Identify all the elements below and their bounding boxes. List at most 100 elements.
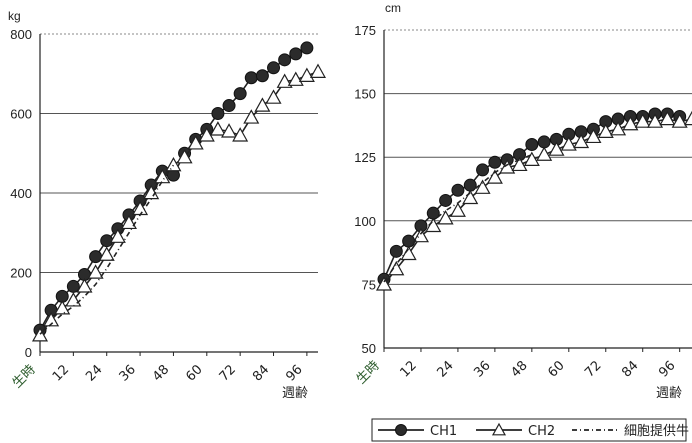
data-point-CH2 <box>154 168 171 184</box>
data-point-CH1 <box>389 244 403 258</box>
chart-panel-1: 0 200 400 600 800 kg 生時 12 24 36 48 60 72 84 96 週齢 <box>8 9 327 401</box>
x-tick-label: 12 <box>50 362 72 384</box>
data-point-CH2 <box>221 123 238 138</box>
data-point-CH1 <box>451 183 465 197</box>
data-point-CH2 <box>622 115 639 131</box>
data-point-CH2 <box>31 327 49 342</box>
data-point-CH1 <box>244 71 258 85</box>
legend-label: CH1 <box>430 424 457 439</box>
data-point-CH1 <box>402 234 416 248</box>
data-point-CH2 <box>120 214 137 230</box>
series-line-細胞提供牛 <box>39 164 175 335</box>
data-point-CH2 <box>232 127 249 142</box>
data-point-CH2 <box>548 141 565 156</box>
data-point-CH1 <box>300 41 314 55</box>
x-tick-label: 48 <box>508 358 530 380</box>
x-tick-label: 72 <box>217 362 239 384</box>
data-point-CH2 <box>43 311 60 327</box>
data-point-CH2 <box>243 109 260 124</box>
x-tick-label: 48 <box>150 362 172 384</box>
y-unit-label: cm <box>385 1 401 15</box>
x-tick-label: 60 <box>545 358 567 380</box>
y-unit-label: kg <box>8 9 21 23</box>
chart-panel-2: 50 75 100 125 150 175 cm 生時 12 24 36 48 60 72 84 96 週齢 <box>354 1 692 401</box>
data-point-CH2 <box>54 300 71 315</box>
y-tick-label: 75 <box>362 277 376 292</box>
data-point-CH2 <box>276 73 293 88</box>
data-point-CH2 <box>87 264 104 279</box>
data-point-CH2 <box>375 276 393 291</box>
y-tick-label: 400 <box>10 186 32 201</box>
legend-marker-CH1 <box>395 424 407 436</box>
data-point-CH1 <box>463 178 477 192</box>
y-tick-label: 50 <box>362 341 376 356</box>
data-point-CH1 <box>66 279 80 293</box>
data-point-CH2 <box>647 113 664 128</box>
data-point-CH2 <box>671 113 688 128</box>
legend-label: CH2 <box>528 424 555 439</box>
data-point-CH1 <box>278 53 292 67</box>
x-tick-label: 84 <box>619 358 641 380</box>
y-tick-label: 0 <box>25 345 32 360</box>
data-point-CH1 <box>100 234 114 248</box>
data-point-CH1 <box>476 163 490 177</box>
data-point-CH2 <box>109 228 126 243</box>
y-tick-label: 150 <box>354 87 376 102</box>
data-point-CH2 <box>254 97 271 112</box>
data-point-CH2 <box>610 120 627 136</box>
data-point-CH2 <box>511 156 528 172</box>
data-point-CH2 <box>165 156 182 172</box>
data-point-CH1 <box>289 47 303 61</box>
x-tick-label: 生時 <box>10 362 39 391</box>
data-point-CH2 <box>298 67 315 82</box>
x-axis-title: 週齢 <box>656 386 682 401</box>
legend-box <box>371 418 687 442</box>
y-tick-label: 125 <box>354 150 376 165</box>
data-point-CH1 <box>222 99 236 113</box>
data-point-CH2 <box>437 210 454 225</box>
data-point-CH2 <box>573 133 590 149</box>
data-point-CH2 <box>683 110 692 126</box>
x-tick-label: 72 <box>582 358 604 380</box>
data-point-CH2 <box>536 146 553 161</box>
x-tick-label: 84 <box>250 362 272 384</box>
data-point-CH2 <box>309 63 327 78</box>
x-tick-label: 24 <box>83 362 105 384</box>
data-point-CH2 <box>187 135 204 150</box>
legend-label: 細胞提供牛 <box>624 423 689 439</box>
data-point-CH2 <box>585 128 602 144</box>
x-tick-label: 生時 <box>354 358 383 387</box>
x-tick-label: 96 <box>656 358 678 380</box>
data-point-CH2 <box>560 136 577 151</box>
data-point-CH2 <box>462 189 479 205</box>
x-tick-label: 36 <box>117 362 139 384</box>
data-point-CH2 <box>176 148 193 164</box>
data-point-CH2 <box>265 89 282 104</box>
x-tick-label: 96 <box>283 362 305 384</box>
data-point-CH1 <box>211 107 225 120</box>
data-point-CH2 <box>412 227 429 243</box>
data-point-CH1 <box>233 87 247 101</box>
data-point-CH1 <box>267 61 281 75</box>
x-tick-label: 12 <box>397 358 419 380</box>
data-point-CH1 <box>439 193 453 207</box>
data-point-CH2 <box>474 179 491 194</box>
data-point-CH2 <box>209 121 226 136</box>
data-point-CH2 <box>198 127 215 142</box>
y-tick-label: 100 <box>354 214 376 229</box>
data-point-CH2 <box>486 169 503 184</box>
x-tick-label: 36 <box>471 358 493 380</box>
data-point-CH2 <box>76 278 93 293</box>
data-point-CH2 <box>98 246 115 261</box>
x-tick-label: 24 <box>434 358 456 380</box>
data-point-CH2 <box>634 113 651 128</box>
data-point-CH2 <box>287 71 304 86</box>
data-point-CH1 <box>488 155 502 169</box>
y-tick-label: 200 <box>10 266 32 281</box>
series-line-CH2 <box>39 71 319 336</box>
x-tick-label: 60 <box>183 362 205 384</box>
data-point-CH2 <box>659 110 676 126</box>
legend: CH1 CH2 細胞提供牛 <box>371 418 689 442</box>
data-point-CH1 <box>537 135 551 149</box>
